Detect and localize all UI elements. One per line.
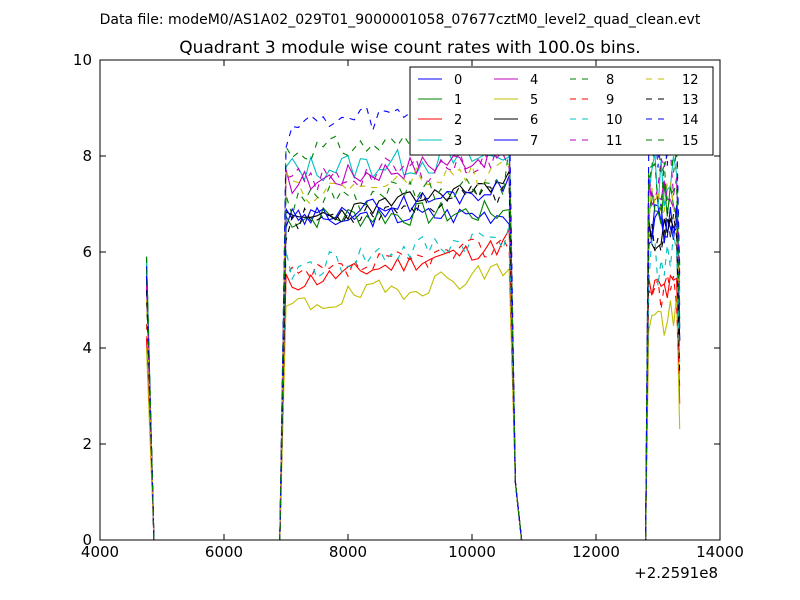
legend-label-3: 3 — [454, 134, 462, 149]
x-tick-label: 4000 — [81, 543, 119, 561]
series-layer — [145, 92, 681, 540]
legend-label-6: 6 — [530, 113, 538, 128]
x-tick-label: 14000 — [696, 543, 744, 561]
x-tick-label: 6000 — [205, 543, 243, 561]
series-line-13 — [145, 183, 681, 540]
series-line-11 — [145, 146, 681, 540]
series-line-3 — [145, 146, 681, 540]
y-tick-label: 6 — [82, 243, 92, 261]
legend-label-5: 5 — [530, 93, 538, 108]
series-line-8 — [145, 125, 681, 540]
plot-frame — [99, 59, 721, 541]
series-line-12 — [145, 160, 681, 540]
series-line-1 — [145, 183, 681, 540]
series-line-2 — [145, 227, 681, 540]
legend-label-8: 8 — [606, 73, 614, 88]
x-tick-label: 12000 — [572, 543, 620, 561]
legend-label-14: 14 — [682, 113, 699, 128]
x-tick-label: 10000 — [448, 543, 496, 561]
series-line-5 — [145, 263, 681, 540]
chart-title: Quadrant 3 module wise count rates with … — [179, 38, 640, 58]
y-tick-label: 4 — [82, 339, 92, 357]
legend-label-9: 9 — [606, 93, 614, 108]
series-line-15 — [145, 146, 681, 540]
x-tick-label: 8000 — [329, 543, 367, 561]
y-tick-label: 2 — [82, 435, 92, 453]
legend-label-12: 12 — [682, 73, 699, 88]
legend-label-7: 7 — [530, 134, 538, 149]
legend-label-10: 10 — [606, 113, 623, 128]
chart-suptitle: Data file: modeM0/AS1A02_029T01_90000010… — [100, 12, 701, 28]
series-line-4 — [145, 136, 681, 540]
y-tick-label: 0 — [82, 531, 92, 549]
legend-label-15: 15 — [682, 134, 699, 149]
legend-label-13: 13 — [682, 93, 699, 108]
legend-label-0: 0 — [454, 73, 462, 88]
y-tick-label: 8 — [82, 147, 92, 165]
series-line-10 — [145, 224, 681, 540]
x-offset-label: +2.2591e8 — [634, 564, 718, 582]
legend-label-2: 2 — [454, 113, 462, 128]
legend-label-4: 4 — [530, 73, 538, 88]
legend-label-1: 1 — [454, 93, 462, 108]
legend-label-11: 11 — [606, 134, 623, 149]
y-tick-label: 10 — [73, 51, 92, 69]
